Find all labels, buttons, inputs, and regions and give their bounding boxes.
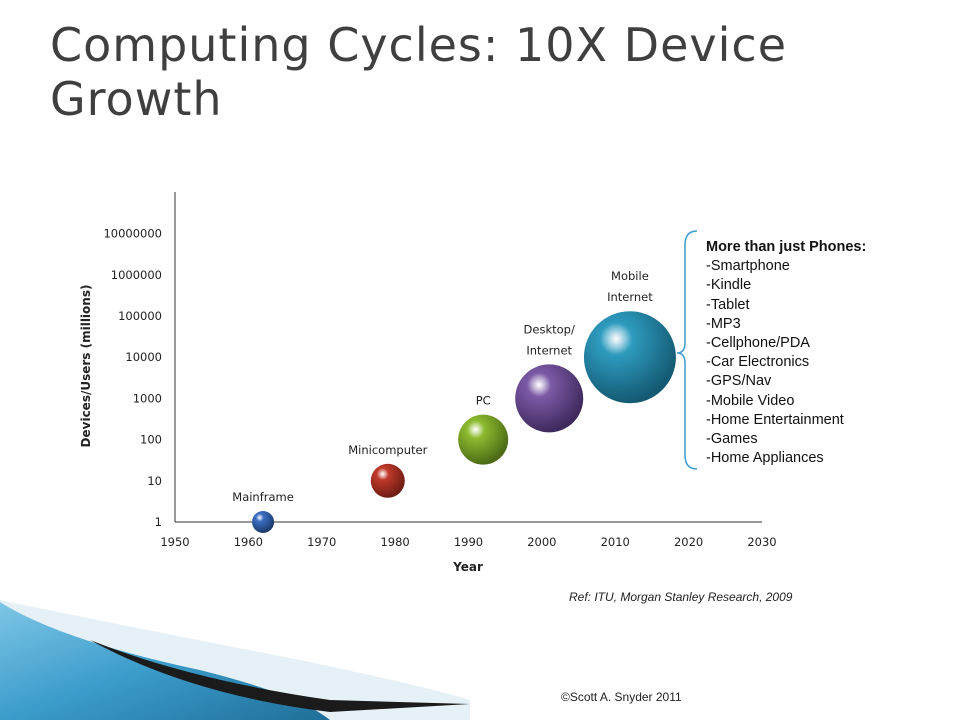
x-tick-label: 2020 <box>674 535 703 549</box>
x-axis-label: Year <box>452 560 483 574</box>
callout-items: -Smartphone -Kindle -Tablet -MP3 -Cellph… <box>706 257 906 468</box>
copyright-note: ©Scott A. Snyder 2011 <box>561 690 682 704</box>
bubble-label: PC <box>476 394 491 408</box>
callout-item: -Cellphone/PDA <box>706 335 810 352</box>
callout-item: -Tablet <box>706 296 750 313</box>
x-tick-label: 1960 <box>234 535 263 549</box>
y-tick-label: 1 <box>155 515 162 529</box>
x-tick-label: 1980 <box>380 535 409 549</box>
slide-title: Computing Cycles: 10X Device Growth <box>50 18 788 126</box>
callout-heading: More than just Phones: <box>706 239 867 255</box>
y-tick-label: 1000000 <box>111 268 162 282</box>
callout-item: -Home Appliances <box>706 450 824 467</box>
y-tick-label: 100 <box>140 433 162 447</box>
callout-item: -GPS/Nav <box>706 373 772 390</box>
reference-note: Ref: ITU, Morgan Stanley Research, 2009 <box>569 590 793 604</box>
y-tick-label: 10000 <box>125 350 162 364</box>
bubble-label: Mainframe <box>232 490 294 504</box>
callout-item: -Smartphone <box>706 258 790 275</box>
x-tick-label: 2010 <box>601 535 630 549</box>
callout-item: -Kindle <box>706 277 752 294</box>
callout-item: -MP3 <box>706 315 741 332</box>
swoosh-light-band <box>0 600 470 720</box>
x-tick-label: 2000 <box>527 535 556 549</box>
y-tick-label: 100000 <box>118 309 162 323</box>
bubble-mainframe <box>252 511 275 533</box>
bubble-pc <box>458 414 509 465</box>
bubble-label: Minicomputer <box>348 443 427 457</box>
bubble-desktop-internet <box>515 364 584 433</box>
y-axis-label: Devices/Users (millions) <box>79 285 93 448</box>
callout-item: -Games <box>706 431 758 448</box>
callout-list: More than just Phones: -Smartphone -Kind… <box>706 238 906 468</box>
bubble-label: Mobile Internet <box>607 269 653 304</box>
x-tick-label: 1990 <box>454 535 483 549</box>
bubble-mobile-internet <box>583 311 676 404</box>
y-tick-label: 10000000 <box>103 227 162 241</box>
x-tick-label: 2030 <box>747 535 776 549</box>
y-tick-label: 10 <box>147 474 162 488</box>
x-tick-label: 1950 <box>160 535 189 549</box>
x-tick-label: 1970 <box>307 535 336 549</box>
callout-item: -Mobile Video <box>706 392 795 409</box>
callout-item: -Home Entertainment <box>706 411 844 428</box>
bubble-label: Desktop/Internet <box>524 322 575 357</box>
callout-item: -Car Electronics <box>706 354 810 371</box>
swoosh-black-band <box>90 640 470 712</box>
bubble-minicomputer <box>370 463 405 498</box>
y-tick-label: 1000 <box>133 391 162 405</box>
callout-bracket <box>676 230 698 470</box>
